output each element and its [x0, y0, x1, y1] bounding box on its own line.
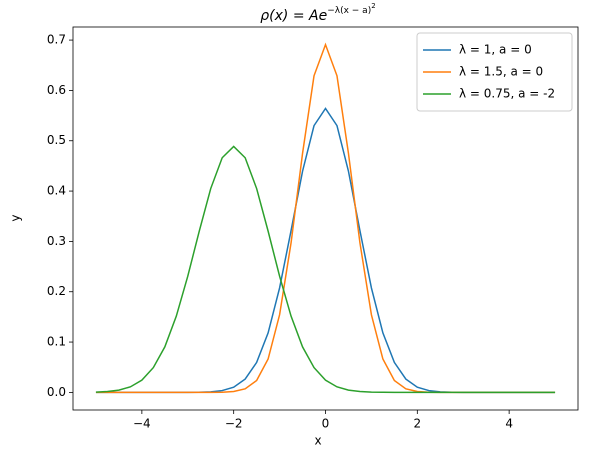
y-tick-label: 0.2 — [47, 284, 66, 298]
x-tick-label: 2 — [413, 417, 421, 431]
y-tick-label: 0.7 — [47, 33, 66, 47]
legend-label: λ = 1, a = 0 — [459, 43, 532, 57]
y-tick-label: 0.6 — [47, 83, 66, 97]
x-tick-label: 0 — [322, 417, 330, 431]
chart-title: ρ(x) = Ae−λ(x − a)2 — [260, 2, 375, 24]
y-tick-label: 0.3 — [47, 234, 66, 248]
y-tick-label: 0.1 — [47, 335, 66, 349]
x-tick-label: −4 — [133, 417, 151, 431]
title-base: ρ(x) = Ae — [260, 8, 327, 24]
x-axis-label: x — [314, 434, 321, 448]
x-tick-label: −2 — [225, 417, 243, 431]
legend-box — [416, 32, 573, 112]
y-axis-label: y — [9, 214, 23, 221]
y-tick-label: 0.5 — [47, 133, 66, 147]
title-exponent: −λ(x − a) — [327, 6, 371, 16]
series-line — [95, 145, 556, 394]
legend-label: λ = 1.5, a = 0 — [459, 65, 543, 79]
y-tick-label: 0.4 — [47, 184, 66, 198]
series-line — [95, 107, 556, 394]
title-power: 2 — [371, 2, 375, 10]
x-tick-label: 4 — [505, 417, 513, 431]
legend-label: λ = 0.75, a = -2 — [459, 87, 555, 101]
plot-frame — [72, 26, 579, 411]
y-tick-label: 0.0 — [47, 385, 66, 399]
